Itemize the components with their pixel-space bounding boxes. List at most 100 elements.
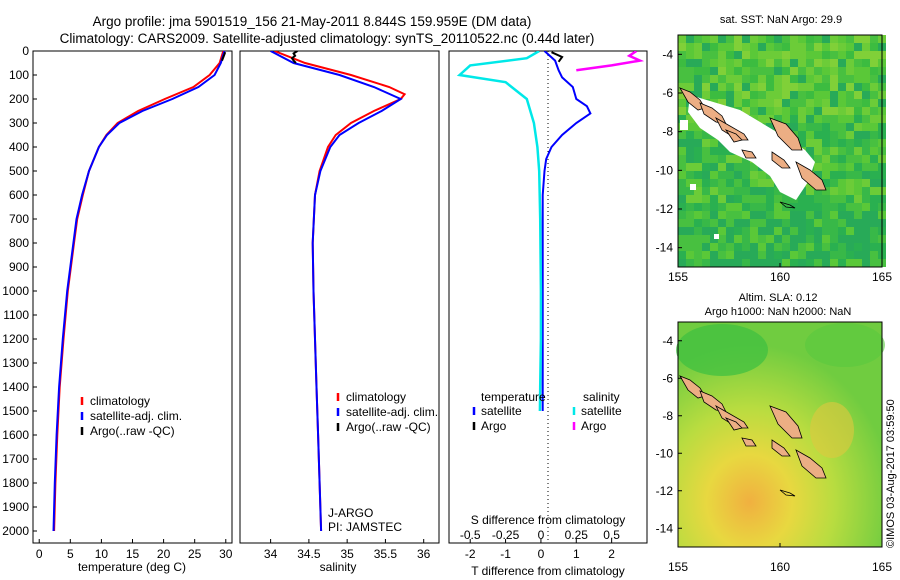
- sst-cell: [798, 211, 806, 219]
- map-y-tick-label: -6: [662, 86, 673, 100]
- depth-tick-label: 1300: [2, 356, 29, 370]
- sst-cell: [726, 67, 734, 75]
- map-y-tick-label: -12: [656, 484, 674, 498]
- island: [741, 437, 757, 447]
- sst-cell: [774, 43, 782, 51]
- sst-cell: [782, 251, 790, 259]
- sst-cell: [814, 107, 822, 115]
- island: [715, 404, 749, 429]
- sst-cell: [694, 131, 702, 139]
- map-y-tick-label: -14: [656, 241, 674, 255]
- sst-cell: [830, 123, 838, 131]
- sst-cell: [830, 155, 838, 163]
- sst-cell: [774, 59, 782, 67]
- sst-cell: [838, 75, 846, 83]
- sst-cell: [806, 243, 814, 251]
- sst-cell: [726, 83, 734, 91]
- sst-cell: [846, 51, 854, 59]
- sst-cell: [718, 243, 726, 251]
- depth-tick-label: 400: [9, 140, 29, 154]
- sst-cell: [806, 131, 814, 139]
- sst-cell: [862, 67, 870, 75]
- sst-cell: [854, 235, 862, 243]
- sst-cell: [686, 59, 694, 67]
- x-tick-label: -1: [500, 547, 511, 561]
- sst-cell: [758, 227, 766, 235]
- sst-cell: [766, 235, 774, 243]
- sst-cell: [718, 155, 726, 163]
- legend-label-climatology: climatology: [90, 394, 150, 408]
- legend-label-satellite: satellite-adj. clim.: [90, 409, 182, 423]
- sst-cell: [806, 51, 814, 59]
- sst-cell: [790, 227, 798, 235]
- sst-cell: [814, 43, 822, 51]
- sst-cell: [822, 187, 830, 195]
- difference-axes-frame: [448, 50, 648, 544]
- sst-cell: [750, 187, 758, 195]
- sst-cell: [830, 99, 838, 107]
- map-x-tick-label: 155: [668, 560, 688, 574]
- sst-cell: [734, 179, 742, 187]
- sst-cell: [838, 251, 846, 259]
- sst-cell: [862, 43, 870, 51]
- depth-tick-label: 1600: [2, 428, 29, 442]
- sst-cell: [822, 139, 830, 147]
- sst-cell: [734, 67, 742, 75]
- sst-cell: [774, 203, 782, 211]
- sst-cell: [822, 235, 830, 243]
- sst-cell: [854, 243, 862, 251]
- sst-cell: [846, 259, 854, 267]
- sst-cell: [830, 147, 838, 155]
- sst-cell: [678, 155, 686, 163]
- sst-cell: [846, 139, 854, 147]
- sst-cell: [734, 227, 742, 235]
- sst-cell: [758, 59, 766, 67]
- sst-cell: [710, 35, 718, 43]
- sst-cell: [750, 171, 758, 179]
- sst-cell: [870, 67, 878, 75]
- sst-cell: [742, 171, 750, 179]
- sst-cell: [726, 51, 734, 59]
- sst-cell: [686, 83, 694, 91]
- sst-cell: [806, 107, 814, 115]
- sst-cell: [742, 91, 750, 99]
- sst-cell: [870, 211, 878, 219]
- sst-cell: [846, 83, 854, 91]
- x-tick-label: 0: [36, 547, 43, 561]
- sst-cell: [758, 67, 766, 75]
- sst-cell: [846, 187, 854, 195]
- legend-label-t-argo: Argo: [481, 419, 507, 433]
- sst-cell: [742, 259, 750, 267]
- sst-cell: [838, 203, 846, 211]
- difference-panel: -2 -1 0 1 2 -0.5 -0.25 0 0.25 0.5 S difference fr…: [448, 50, 648, 578]
- x-tick-label: 30: [219, 547, 233, 561]
- sst-cell: [798, 219, 806, 227]
- sst-cell: [694, 51, 702, 59]
- sst-cell: [806, 147, 814, 155]
- sst-cell: [766, 211, 774, 219]
- sst-cell: [718, 171, 726, 179]
- sst-cell: [854, 123, 862, 131]
- sst-cell: [854, 211, 862, 219]
- sst-cell: [782, 115, 790, 123]
- sst-cell: [870, 219, 878, 227]
- x-tick-label: 34.5: [297, 547, 321, 561]
- sst-cell: [750, 203, 758, 211]
- sst-cell: [678, 43, 686, 51]
- sst-cell: [774, 115, 782, 123]
- sst-cell: [854, 139, 862, 147]
- x-tick-label: 5: [67, 547, 74, 561]
- sst-cell: [806, 195, 814, 203]
- sst-cell: [806, 251, 814, 259]
- legend-title-salinity: salinity: [583, 390, 620, 404]
- sst-cell: [702, 75, 710, 83]
- sst-cell: [726, 187, 734, 195]
- sst-cell: [686, 163, 694, 171]
- temperature-satellite-diff-line: [541, 51, 592, 411]
- sst-cell: [846, 123, 854, 131]
- sst-cell: [806, 211, 814, 219]
- sst-cell: [758, 251, 766, 259]
- sst-cell: [750, 259, 758, 267]
- sst-cell: [686, 171, 694, 179]
- sst-cell: [694, 163, 702, 171]
